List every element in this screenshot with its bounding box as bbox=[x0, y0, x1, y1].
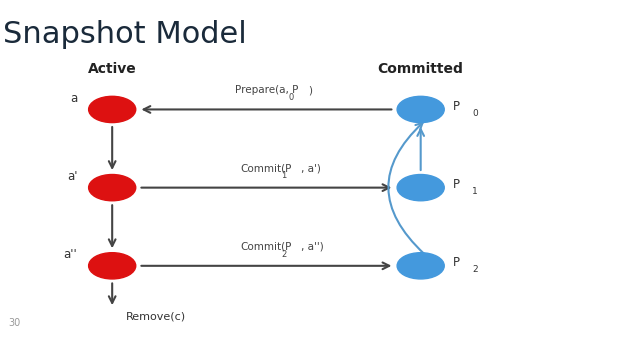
Text: a': a' bbox=[67, 170, 77, 183]
Circle shape bbox=[89, 174, 136, 201]
Circle shape bbox=[89, 96, 136, 122]
Text: Remove(c): Remove(c) bbox=[126, 311, 186, 321]
Text: 0: 0 bbox=[289, 93, 294, 102]
Text: 30: 30 bbox=[9, 318, 20, 329]
Text: , a''): , a'') bbox=[301, 242, 324, 252]
Text: Prepare(a, P: Prepare(a, P bbox=[234, 85, 298, 95]
Text: a: a bbox=[70, 92, 77, 105]
Text: P: P bbox=[453, 178, 460, 191]
Circle shape bbox=[397, 174, 444, 201]
Text: a'': a'' bbox=[64, 248, 77, 261]
Circle shape bbox=[397, 96, 444, 122]
Circle shape bbox=[397, 253, 444, 279]
Text: P: P bbox=[453, 256, 460, 269]
Text: ): ) bbox=[308, 85, 313, 95]
Text: Active: Active bbox=[88, 62, 136, 76]
Text: 2: 2 bbox=[281, 250, 287, 259]
Text: Snapshot Model: Snapshot Model bbox=[3, 20, 247, 49]
Text: P: P bbox=[453, 100, 460, 113]
Text: 0: 0 bbox=[472, 109, 478, 118]
Text: Commit(P: Commit(P bbox=[241, 163, 292, 174]
Text: 1: 1 bbox=[281, 171, 287, 181]
Text: 1: 1 bbox=[472, 187, 478, 196]
Text: Committed: Committed bbox=[378, 62, 463, 76]
Circle shape bbox=[89, 253, 136, 279]
Text: 2: 2 bbox=[472, 265, 478, 274]
Text: , a'): , a') bbox=[301, 163, 321, 174]
Text: Commit(P: Commit(P bbox=[241, 242, 292, 252]
